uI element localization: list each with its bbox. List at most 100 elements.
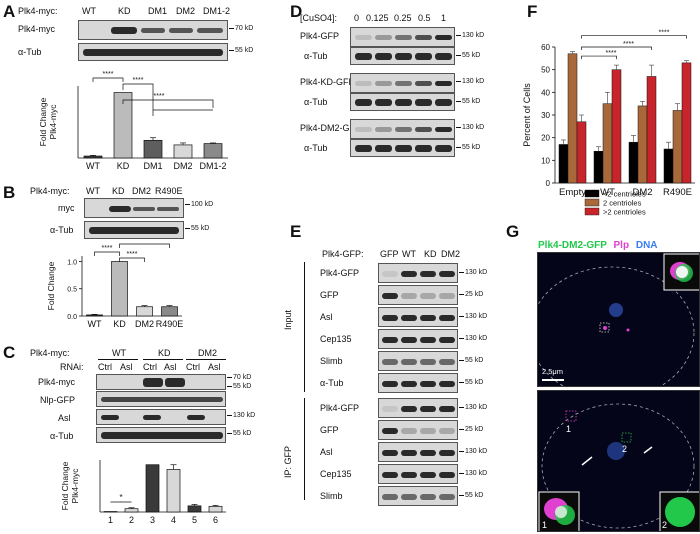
- sig-label: ****: [127, 251, 138, 258]
- blot-strip: [378, 329, 458, 349]
- stain-gfp: Plk4-DM2-GFP: [538, 240, 607, 251]
- sig-bracket: [119, 243, 170, 248]
- ip-label: IP: GFP: [283, 445, 293, 478]
- sig-bracket: [119, 257, 145, 262]
- y-tick-label: 0: [546, 179, 551, 188]
- lane-label: DM2: [176, 6, 196, 16]
- blot-row-label: Slimb: [320, 491, 343, 501]
- blot-row-label: Plk4-myc: [18, 24, 56, 34]
- panel-g-letter: G: [506, 222, 520, 241]
- blot-row-label: myc: [58, 203, 75, 213]
- x-tick-label: DM2: [173, 161, 192, 171]
- blot-row-label: Asl: [320, 447, 333, 457]
- mw-marker: 130 kD: [459, 470, 487, 477]
- panel-b-header: Plk4-myc:: [30, 186, 70, 196]
- mw-marker: 55 kD: [185, 225, 209, 232]
- mw-marker: 25 kD: [459, 426, 483, 433]
- y-label-line: Plk4-myc: [70, 468, 80, 504]
- blot-strip: [350, 93, 455, 111]
- lane-label: DM2: [441, 249, 461, 259]
- mw-marker: 130 kD: [459, 448, 487, 455]
- panel-d-header: [CuSO4]:: [300, 13, 338, 23]
- blot-row-label: Plk4-GFP: [320, 403, 360, 413]
- scale-bar-label: 2.5μm: [542, 367, 563, 376]
- conc-label: 1: [441, 13, 447, 23]
- y-tick-label: 50: [541, 66, 550, 75]
- blot-strip: [378, 263, 458, 283]
- panel-d-letter: D: [290, 2, 303, 21]
- legend-swatch: [584, 189, 600, 198]
- bar: [86, 314, 103, 317]
- mw-marker: 130 kD: [456, 78, 484, 85]
- lane-label: DM1: [148, 6, 168, 16]
- y-label-line: Fold Change: [38, 97, 48, 146]
- group-label: WT: [112, 348, 126, 358]
- blot-row-label: α-Tub: [304, 51, 328, 61]
- bar: [203, 143, 223, 159]
- blot-row-label: α-Tub: [50, 431, 74, 441]
- x-tick-label: WT: [86, 161, 100, 171]
- mw-marker: 130 kD: [459, 269, 487, 276]
- blot-row-label: α-Tub: [304, 143, 328, 153]
- bar: [161, 306, 178, 317]
- bar: [558, 144, 569, 184]
- blot-row-label: Slimb: [320, 356, 343, 366]
- blot-row-label: Asl: [320, 312, 333, 322]
- y-label-line: Fold Change: [60, 461, 70, 510]
- mw-marker: 70 kD: [227, 374, 251, 381]
- legend-label: <2 centrioles: [603, 190, 646, 199]
- y-tick-label: 0.5: [67, 287, 77, 294]
- inset-number: 2: [662, 520, 668, 530]
- bar: [208, 505, 223, 513]
- y-axis-label: Fold Change: [46, 261, 56, 310]
- blot-strip: [378, 285, 458, 305]
- blot-row-label: GFP: [320, 425, 339, 435]
- mw-marker: 55 kD: [456, 144, 480, 151]
- panel-a-header: Plk4-myc:: [18, 6, 58, 16]
- mw-marker: 55 kD: [459, 357, 483, 364]
- blot-row-label: Plk4-KD-GFP: [300, 77, 355, 87]
- y-tick-label: 1.0: [67, 259, 77, 266]
- blot-strip: [350, 47, 455, 65]
- mw-marker: 55 kD: [229, 47, 253, 54]
- blot-strip: [78, 43, 228, 61]
- blot-strip: [378, 373, 458, 393]
- chart-c: 1 2 3 4 5 6 Fold ChangePlk4-myc *: [60, 460, 226, 525]
- lane-label: WT: [86, 186, 100, 196]
- legend-label: >2 centrioles: [603, 208, 646, 217]
- mw-marker: 130 kD: [459, 313, 487, 320]
- x-tick-label: 2: [129, 515, 134, 525]
- blot-strip: [350, 27, 455, 47]
- y-tick-label: 20: [541, 134, 550, 143]
- sig-label: ****: [154, 93, 165, 100]
- x-tick-label: R490E: [156, 319, 184, 329]
- panel-e-header: Plk4-GFP:: [322, 249, 364, 259]
- bar: [113, 92, 133, 159]
- lane-label: WT: [82, 6, 96, 16]
- bar: [602, 103, 613, 184]
- conc-label: 0.5: [418, 13, 431, 23]
- sig-label: ****: [659, 30, 670, 37]
- mw-marker: 130 kD: [459, 404, 487, 411]
- blot-row-label: Nlp-GFP: [40, 395, 76, 405]
- group-label: KD: [158, 348, 171, 358]
- panel-c-header: Plk4-myc:: [30, 348, 70, 358]
- bar: [576, 121, 587, 184]
- blot-row-label: α-Tub: [50, 225, 74, 235]
- blot-row-label: Cep135: [320, 334, 352, 344]
- sig-label: ****: [103, 71, 114, 78]
- sig-label: ****: [102, 245, 113, 252]
- bar: [143, 139, 163, 159]
- rnai-lane: Asl: [120, 362, 133, 372]
- x-tick-label: DM2: [632, 187, 652, 198]
- blot-strip: [378, 442, 458, 462]
- x-tick-label: DM2: [135, 319, 154, 329]
- x-tick-label: WT: [600, 187, 615, 198]
- y-label-line: Plk4-myc: [48, 104, 58, 140]
- conc-label: 0.125: [366, 13, 389, 23]
- lane-label: KD: [118, 6, 131, 16]
- mw-marker: 55 kD: [456, 98, 480, 105]
- panel-a-letter: A: [3, 2, 16, 21]
- x-tick-label: KD: [117, 161, 130, 171]
- lane-label: KD: [112, 186, 125, 196]
